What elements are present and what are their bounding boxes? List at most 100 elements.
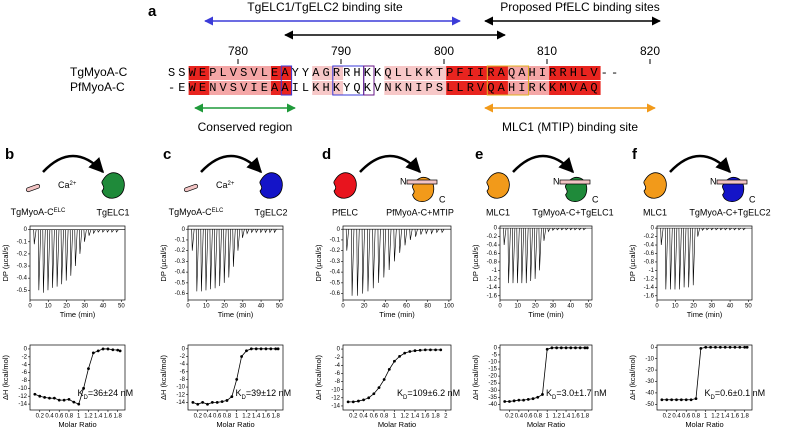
- injection-peak: [441, 229, 445, 234]
- injection-peak: [414, 229, 418, 237]
- injection-peak: [512, 228, 516, 284]
- x-tick-label: 30: [81, 304, 88, 310]
- data-point: [235, 378, 239, 381]
- x-tick-label: 1.2: [242, 414, 251, 420]
- injection-peak: [430, 229, 434, 235]
- data-point: [508, 400, 511, 403]
- plot-frame: [187, 225, 284, 301]
- data-point: [111, 348, 115, 352]
- y-tick-label: -5: [492, 352, 498, 358]
- injection-peak: [227, 229, 231, 278]
- kd-label-part: =0.6±0.1 nM: [715, 388, 765, 398]
- injection-peak: [250, 229, 254, 234]
- injection-peak: [345, 229, 349, 251]
- data-point: [578, 346, 582, 350]
- x-tick-label: 1.8: [114, 414, 123, 420]
- data-point: [225, 399, 229, 402]
- x-tick-label: 0.6: [370, 414, 379, 420]
- kd-label-part: K: [705, 388, 711, 398]
- injection-peak: [733, 227, 737, 231]
- injection-peak: [715, 227, 719, 231]
- x-tick-label: 1.8: [272, 414, 281, 420]
- panel-letter: a: [148, 3, 157, 20]
- x-tick-label: 1.2: [711, 414, 720, 420]
- data-point: [372, 392, 376, 396]
- x-tick-label: 0.4: [515, 414, 524, 420]
- peptide: [25, 183, 41, 193]
- ligand-label-part: ELC: [212, 208, 224, 214]
- injection-peak: [33, 229, 37, 245]
- y-axis-label: ΔH (kcal/mol): [1, 354, 10, 400]
- data-point: [550, 346, 554, 350]
- data-point: [96, 349, 100, 353]
- ion-label-part: Ca: [216, 180, 228, 190]
- injection-peak: [393, 229, 397, 262]
- x-tick-label: 0.8: [534, 414, 543, 420]
- data-point: [62, 398, 66, 402]
- x-axis-label: Molar Ratio: [216, 420, 254, 429]
- x-tick-label: 0.8: [223, 414, 232, 420]
- x-tick-label: 20: [63, 304, 70, 310]
- injection-peak: [565, 227, 569, 231]
- highlight: [209, 81, 271, 95]
- sequence: -EWENVSVIEAAILKHKYQKVNKNIPSLLRVQAHIRKKMV…: [168, 81, 601, 95]
- x-tick-label: 1.4: [721, 414, 730, 420]
- y-tick-label: -20: [645, 368, 654, 374]
- box: [486, 65, 529, 96]
- x-tick-label: 1: [77, 414, 81, 420]
- x-tick-label: 1.2: [401, 414, 410, 420]
- injection-peak: [241, 229, 245, 238]
- y-tick-label: -6: [335, 371, 341, 377]
- injection-peak: [246, 229, 250, 235]
- injection-peak: [719, 227, 723, 231]
- y-tick-label: 0: [182, 346, 186, 352]
- injection-peak: [69, 229, 73, 276]
- injection-peak: [674, 228, 678, 290]
- injection-peak: [425, 229, 429, 235]
- plot-frame: [29, 344, 126, 411]
- y-tick-label: -4: [22, 362, 28, 368]
- data-point: [276, 347, 280, 351]
- injection-peak: [255, 229, 259, 234]
- data-point: [413, 349, 417, 353]
- y-tick-label: -4: [335, 363, 341, 369]
- data-point: [429, 348, 432, 352]
- peptide: [716, 179, 748, 185]
- ion-label-part: 2+: [70, 181, 77, 187]
- x-tick-label: 10: [672, 304, 679, 310]
- kd-label-part: =3.0±1.7 nM: [556, 388, 606, 398]
- row-name: PfMyoA-C: [70, 80, 125, 94]
- x-axis-label: Time (min): [379, 310, 415, 319]
- x-tick-label: 50: [276, 304, 283, 310]
- x-tick-label: 50: [745, 304, 752, 310]
- kd-label-part: K: [546, 388, 552, 398]
- data-point: [704, 345, 708, 349]
- ligand-label-part: ELC: [54, 208, 66, 214]
- kd-label-part: =109±6.2 nM: [407, 388, 460, 398]
- data-point: [723, 345, 727, 349]
- x-tick-label: 1.8: [431, 414, 440, 420]
- injection-peak: [259, 229, 263, 234]
- data-point: [33, 392, 37, 396]
- y-tick-label: 0: [494, 345, 498, 351]
- y-tick-label: -1.2: [487, 276, 498, 282]
- x-tick-label: 50: [118, 304, 125, 310]
- y-tick-label: -2: [180, 354, 186, 360]
- data-point: [38, 394, 42, 398]
- x-tick-label: 0: [655, 304, 659, 310]
- data-point: [118, 349, 122, 353]
- x-tick-label: 1.6: [731, 414, 740, 420]
- data-point: [434, 348, 437, 352]
- injection-peak: [578, 227, 582, 231]
- y-tick-label: -0.3: [330, 259, 341, 265]
- kd-label: KD=0.6±0.1 nM: [705, 388, 766, 400]
- data-point: [585, 346, 589, 350]
- injection-peak: [237, 229, 241, 251]
- x-tick-label: 1.4: [562, 414, 571, 420]
- data-point: [545, 347, 549, 351]
- data-point: [583, 346, 587, 350]
- protein: [486, 172, 510, 199]
- y-tick-label: -10: [645, 356, 654, 362]
- data-point: [377, 386, 381, 390]
- injection-peak: [377, 229, 381, 283]
